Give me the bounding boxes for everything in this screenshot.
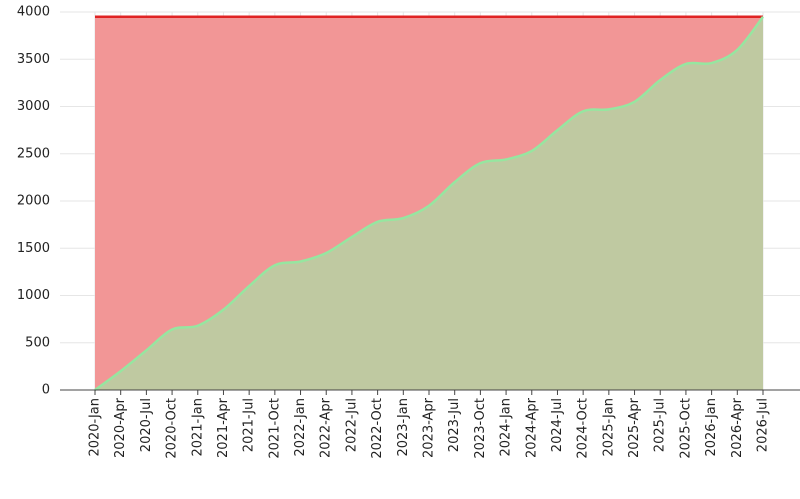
- x-tick-label: 2023-Jul: [447, 398, 462, 452]
- x-tick-label: 2020-Jul: [139, 398, 154, 452]
- x-tick-label: 2024-Apr: [524, 397, 539, 458]
- x-tick-label: 2022-Apr: [319, 397, 334, 458]
- y-tick-label: 4000: [17, 5, 50, 20]
- x-tick-label: 2023-Jan: [396, 398, 411, 457]
- x-tick-label: 2022-Jan: [293, 398, 308, 457]
- x-tick-label: 2021-Oct: [267, 398, 282, 459]
- x-tick-label: 2021-Apr: [216, 397, 231, 458]
- x-tick-label: 2022-Oct: [370, 398, 385, 459]
- x-tick-label: 2025-Oct: [678, 398, 693, 459]
- y-tick-label: 3500: [17, 52, 50, 67]
- x-tick-label: 2026-Jul: [756, 398, 771, 452]
- y-tick-label: 2500: [17, 146, 50, 161]
- x-tick-label: 2025-Jan: [601, 398, 616, 457]
- x-tick-label: 2020-Jan: [88, 398, 103, 457]
- y-tick-label: 2000: [17, 194, 50, 209]
- x-tick-label: 2025-Apr: [627, 397, 642, 458]
- x-tick-label: 2023-Oct: [473, 398, 488, 459]
- y-tick-label: 0: [42, 383, 50, 398]
- y-tick-label: 1500: [17, 241, 50, 256]
- x-tick-label: 2024-Jul: [550, 398, 565, 452]
- y-tick-label: 500: [25, 335, 50, 350]
- y-tick-label: 1000: [17, 288, 50, 303]
- y-tick-label: 3000: [17, 99, 50, 114]
- line: [94, 15, 764, 392]
- x-tick-label: 2026-Jan: [704, 398, 719, 457]
- x-tick-label: 2020-Apr: [113, 397, 128, 458]
- x-tick-label: 2021-Jul: [242, 398, 257, 452]
- x-tick-label: 2020-Oct: [165, 398, 180, 459]
- x-tick-label: 2024-Oct: [576, 398, 591, 459]
- x-tick-label: 2024-Jan: [499, 398, 514, 457]
- x-tick-label: 2021-Jan: [190, 398, 205, 457]
- x-tick-label: 2022-Jul: [344, 398, 359, 452]
- x-tick-label: 2026-Apr: [730, 397, 745, 458]
- x-tick-label: 2023-Apr: [422, 397, 437, 458]
- x-tick-label: 2025-Jul: [653, 398, 668, 452]
